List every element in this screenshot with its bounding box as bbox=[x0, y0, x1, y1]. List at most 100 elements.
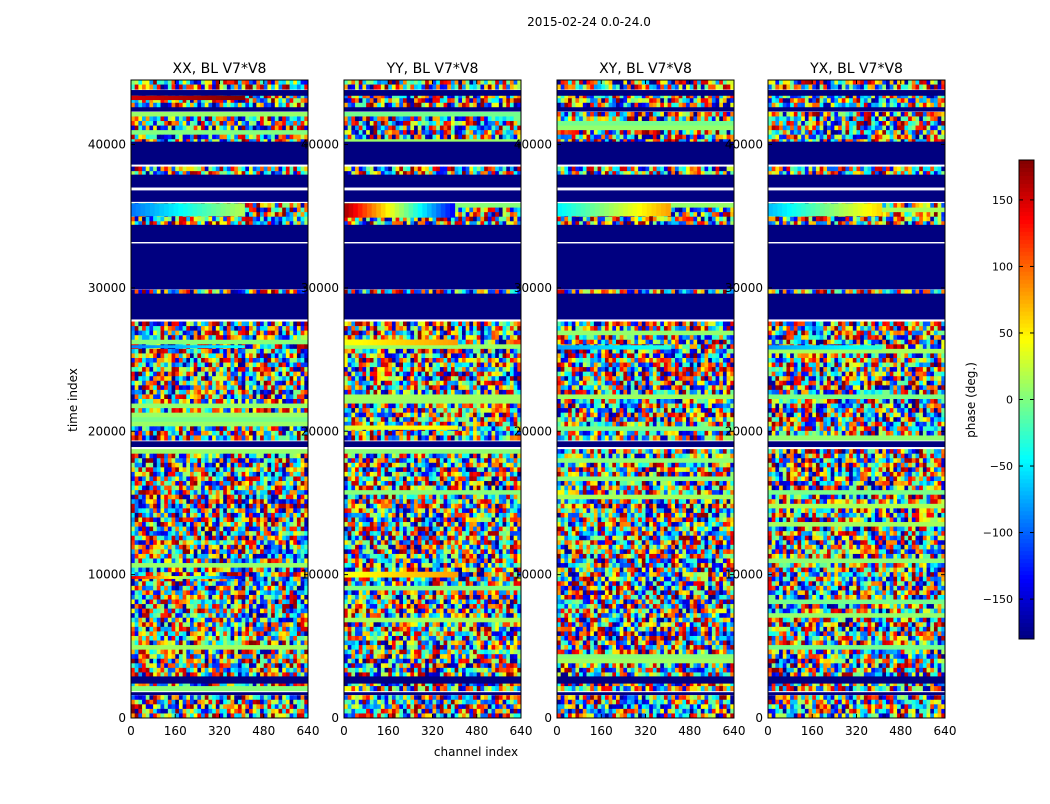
coherent-band bbox=[782, 203, 787, 216]
coherent-band bbox=[557, 345, 562, 349]
coherent-band bbox=[432, 203, 437, 217]
colorbar-segment bbox=[1019, 256, 1034, 260]
colorbar-segment bbox=[1019, 559, 1034, 563]
coherent-band bbox=[853, 345, 858, 349]
coherent-band bbox=[169, 345, 174, 348]
coherent-band bbox=[450, 203, 455, 217]
colorbar-segment bbox=[1019, 316, 1034, 320]
coherent-band bbox=[834, 203, 839, 216]
coherent-band bbox=[839, 203, 844, 216]
x-tick-label: 160 bbox=[377, 724, 400, 738]
heatmap-image bbox=[344, 80, 522, 719]
colorbar-segment bbox=[1019, 288, 1034, 292]
coherent-band bbox=[211, 576, 216, 579]
colorbar-segment bbox=[1019, 455, 1034, 459]
coherent-band bbox=[401, 426, 406, 430]
colorbar-segment bbox=[1019, 232, 1034, 236]
colorbar-segment bbox=[1019, 407, 1034, 411]
colorbar-tick-label: −100 bbox=[983, 527, 1013, 540]
flagged-band bbox=[344, 676, 521, 683]
colorbar-segment bbox=[1019, 471, 1034, 475]
coherent-band bbox=[773, 203, 778, 216]
flagged-band bbox=[131, 243, 308, 289]
coherent-band bbox=[363, 572, 368, 578]
colorbar-segment bbox=[1019, 204, 1034, 208]
x-tick-label: 640 bbox=[934, 724, 957, 738]
coherent-band bbox=[410, 340, 415, 346]
coherent-band bbox=[155, 345, 160, 348]
coherent-band bbox=[429, 572, 434, 578]
coherent-band bbox=[661, 345, 666, 349]
colorbar-segment bbox=[1019, 555, 1034, 559]
coherent-band bbox=[178, 576, 183, 579]
coherent-band bbox=[628, 345, 633, 349]
coherent-band bbox=[862, 345, 867, 349]
colorbar-segment bbox=[1019, 503, 1034, 507]
coherent-band bbox=[571, 203, 576, 216]
y-tick-label: 20000 bbox=[88, 424, 126, 438]
coherent-band bbox=[376, 203, 381, 217]
coherent-band bbox=[862, 203, 867, 216]
coherent-band bbox=[382, 426, 387, 430]
coherent-band bbox=[225, 203, 230, 216]
coherent-band bbox=[344, 340, 349, 346]
y-tick-label: 20000 bbox=[725, 424, 763, 438]
coherent-band bbox=[136, 96, 141, 100]
coherent-band bbox=[178, 345, 183, 348]
coherent-band bbox=[391, 426, 396, 430]
coherent-band bbox=[164, 345, 169, 348]
colorbar-segment bbox=[1019, 172, 1034, 176]
colorbar-segment bbox=[1019, 292, 1034, 296]
coherent-band bbox=[358, 203, 363, 217]
coherent-band bbox=[399, 203, 404, 217]
coherent-band bbox=[420, 340, 425, 346]
coherent-band bbox=[230, 345, 235, 348]
coherent-band bbox=[576, 345, 581, 349]
coherent-band bbox=[815, 203, 820, 216]
coherent-band bbox=[358, 426, 363, 430]
panel-title: YY, BL V7*V8 bbox=[386, 61, 479, 77]
coherent-band bbox=[410, 426, 415, 430]
coherent-band bbox=[820, 203, 825, 216]
colorbar-segment bbox=[1019, 220, 1034, 224]
panel-title: YX, BL V7*V8 bbox=[809, 61, 903, 77]
x-tick-label: 0 bbox=[764, 724, 772, 738]
x-tick-label: 160 bbox=[801, 724, 824, 738]
colorbar-segment bbox=[1019, 611, 1034, 615]
coherent-band bbox=[562, 203, 567, 216]
colorbar-segment bbox=[1019, 352, 1034, 356]
coherent-band bbox=[777, 345, 782, 349]
colorbar-segment bbox=[1019, 184, 1034, 188]
coherent-band bbox=[396, 340, 401, 346]
colorbar-segment bbox=[1019, 348, 1034, 352]
colorbar-segment bbox=[1019, 587, 1034, 591]
flagged-band bbox=[768, 692, 945, 695]
coherent-band bbox=[197, 345, 202, 348]
coherent-band bbox=[202, 345, 207, 348]
y-tick-label: 10000 bbox=[725, 568, 763, 582]
coherent-band bbox=[390, 203, 395, 217]
flagged-band bbox=[557, 142, 734, 165]
coherent-band bbox=[174, 96, 179, 100]
coherent-band bbox=[362, 203, 367, 217]
figure-title: 2015-02-24 0.0-24.0 bbox=[527, 15, 651, 29]
coherent-band bbox=[150, 203, 155, 216]
flagged-band bbox=[344, 692, 521, 695]
coherent-band bbox=[387, 572, 392, 578]
flagged-band bbox=[344, 294, 521, 320]
coherent-band bbox=[131, 203, 136, 216]
x-tick-label: 0 bbox=[553, 724, 561, 738]
colorbar-tick-label: 50 bbox=[999, 327, 1013, 340]
coherent-band bbox=[609, 203, 614, 216]
colorbar-segment bbox=[1019, 411, 1034, 415]
coherent-band bbox=[197, 96, 202, 100]
y-tick-label: 30000 bbox=[301, 281, 339, 295]
coherent-band bbox=[877, 203, 882, 216]
coherent-band bbox=[401, 340, 406, 346]
coherent-band bbox=[174, 576, 179, 579]
colorbar-segment bbox=[1019, 607, 1034, 611]
coherent-band bbox=[188, 203, 193, 216]
y-tick-label: 30000 bbox=[725, 281, 763, 295]
colorbar-segment bbox=[1019, 619, 1034, 623]
